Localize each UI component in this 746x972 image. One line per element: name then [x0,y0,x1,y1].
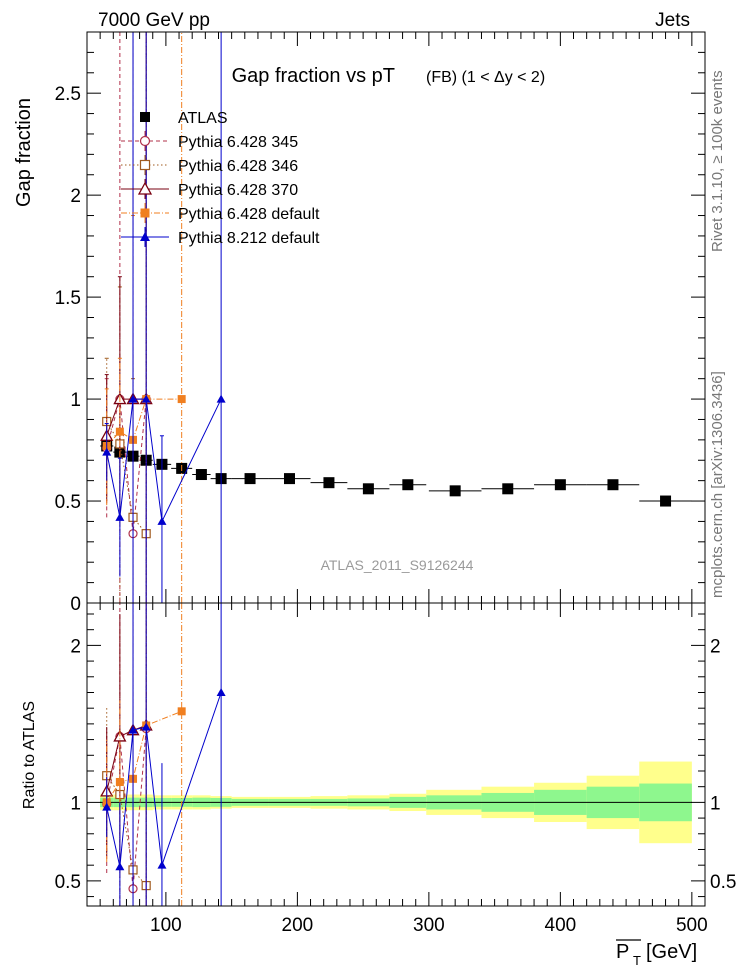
ratio-series-point [157,860,167,869]
data-point [244,473,256,485]
x-axis-label-main: P [616,941,629,963]
legend-item-data: ATLAS [140,110,228,127]
main-ytick-label: 2.5 [55,84,81,105]
main-panel: Gap fraction vs pT (FB) (1 < Δy < 2) Gap… [13,31,706,615]
ratio-series-line [106,775,147,886]
header-left: 7000 GeV pp [98,10,210,31]
legend-marker [140,232,150,241]
legend-marker [140,208,150,218]
series-line [106,398,222,524]
ratio-ytick-label-right: 1 [710,793,721,814]
header-right: Jets [655,10,690,31]
analysis-watermark: ATLAS_2011_S9126244 [321,557,474,573]
data-point [323,477,335,489]
main-ytick-label: 2 [70,186,81,207]
legend: ATLAS Pythia 6.428 345 Pythia 6.428 346 Pyt… [121,110,320,247]
data-point [283,473,295,485]
ratio-ytick-label-right: 0.5 [710,872,736,893]
main-ytick-label: 0.5 [55,492,81,513]
legend-item-p8def: Pythia 8.212 default [121,227,320,247]
x-axis-label-sub: T [633,953,641,968]
series-point [141,394,151,403]
legend-marker [140,112,150,122]
main-ytick-label: 1.5 [55,288,81,309]
series-point [115,427,124,436]
ratio-xtick-label: 500 [676,915,708,936]
ratio-series-line [106,692,222,867]
data-point [607,479,619,491]
legend-item-p6def: Pythia 6.428 default [121,203,320,223]
main-ytick-label: 0 [70,594,81,615]
series-point [115,512,125,521]
ratio-series-point [115,777,124,786]
ratio-ytick-label-right: 2 [710,636,721,657]
legend-item-p346: Pythia 6.428 346 [121,155,298,175]
legend-item-p345: Pythia 6.428 345 [121,131,298,151]
ratio-frame [86,602,706,907]
series-point [177,395,186,404]
main-ylabel: Gap fraction [13,98,35,207]
ratio-xtick-label: 400 [545,915,577,936]
legend-item-p370: Pythia 6.428 370 [121,179,298,199]
ratio-series-p345 [102,603,151,906]
legend-label: Pythia 8.212 default [178,230,320,247]
legend-label: Pythia 6.428 346 [178,158,298,175]
x-axis-label: P T [GeV] [616,939,697,968]
main-title: Gap fraction vs pT [232,65,395,87]
series-point [102,447,112,456]
legend-label: Pythia 6.428 default [178,206,320,223]
legend-marker [139,135,151,147]
data-point [660,495,672,507]
data-point [195,469,207,481]
data-point [554,479,566,491]
ratio-series-p370 [100,603,153,906]
data-point [449,485,461,497]
main-ytick-label: 1 [70,390,81,411]
ratio-ytick-label: 2 [70,636,81,657]
ratio-ylabel: Ratio to ATLAS [21,701,38,809]
legend-marker [137,181,153,195]
series-line [106,398,147,534]
ratio-xtick-label: 300 [413,915,445,936]
legend-marker [139,159,151,171]
legend-label: Pythia 6.428 345 [178,134,298,151]
mcplots-label: mcplots.cern.ch [arXiv:1306.3436] [709,371,726,598]
ratio-series-point [102,802,112,811]
data-point [502,483,514,495]
ratio-panel: Ratio to ATLAS 0.5 0.5 1 1 2 2 100 200 300 400 500… [21,602,736,968]
series-point [157,516,167,525]
ratio-series-line [106,724,147,792]
data-point [362,483,374,495]
ratio-ytick-label: 0.5 [55,872,81,893]
ratio-xtick-label: 200 [282,915,314,936]
ratio-series-point [141,722,151,731]
ratio-series-line [106,728,147,889]
ratio-xtick-label: 100 [150,915,182,936]
ratio-series-point [128,725,138,734]
main-title-suffix: (FB) (1 < Δy < 2) [426,69,545,86]
x-axis-label-unit: [GeV] [646,941,697,963]
ratio-series-p8def [102,603,226,906]
series-line [106,421,147,534]
ratio-series-point [216,687,226,696]
ratio-ytick-label: 1 [70,793,81,814]
legend-label: Pythia 6.428 370 [178,182,298,199]
series-point [128,394,138,403]
rivet-label: Rivet 3.1.10, ≥ 100k events [709,70,726,252]
ratio-series-point [115,862,125,871]
data-point [402,479,414,491]
ratio-series-point [177,707,186,716]
legend-label: ATLAS [178,110,228,127]
series-point [216,394,226,403]
series-data [100,440,692,507]
series-p8def [102,31,226,603]
ratio-series-p346 [102,603,151,906]
